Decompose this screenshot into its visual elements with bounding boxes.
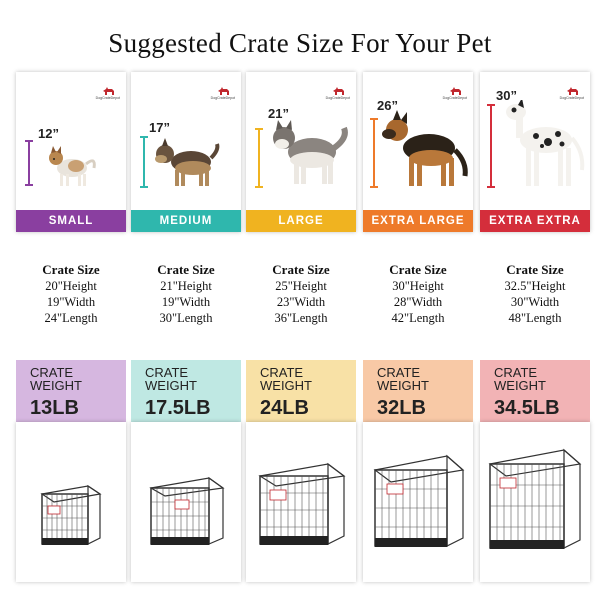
- dog-logo-icon: [445, 84, 467, 102]
- extra-large-dog-image: [382, 110, 468, 186]
- specs-extra-extra: Crate Size 32.5"Height 30"Width 48"Lengt…: [470, 262, 600, 326]
- crate-width: 28"Width: [393, 295, 443, 309]
- small-dog-image: [49, 146, 96, 186]
- specs-extra-large: Crate Size 30"Height 28"Width 42"Length: [353, 262, 483, 326]
- size-band-small: SMALL: [16, 210, 126, 232]
- brand-text: DogCrateDepot: [442, 96, 467, 100]
- height-ruler: [140, 136, 148, 188]
- crate-card-large: [246, 422, 356, 582]
- weight-label-line2: WEIGHT: [260, 378, 312, 393]
- crate-width: 30"Width: [510, 295, 560, 309]
- weight-value: 13LB: [30, 397, 79, 419]
- weight-box-extra-large: CRATE WEIGHT 32LB: [363, 360, 473, 422]
- crate-height: 30"Height: [392, 279, 444, 293]
- crate-height: 25"Height: [275, 279, 327, 293]
- dog-height-label: 26”: [377, 98, 398, 113]
- dog-logo-icon: [98, 84, 120, 102]
- extra-extra-dog-image: [506, 100, 585, 186]
- crate-image: [258, 462, 346, 545]
- weight-box-large: CRATE WEIGHT 24LB: [246, 360, 356, 422]
- crate-size-heading: Crate Size: [506, 262, 564, 277]
- weight-label-line1: CRATE: [377, 365, 421, 380]
- dog-height-label: 30”: [496, 88, 517, 103]
- crate-length: 48"Length: [508, 311, 562, 325]
- crate-size-heading: Crate Size: [272, 262, 330, 277]
- size-band-medium: MEDIUM: [131, 210, 241, 232]
- dog-height-label: 17”: [149, 120, 170, 135]
- dog-card-extra-large: DogCrateDepot 26” EXTRA LARGE: [363, 72, 473, 232]
- size-band-large: LARGE: [246, 210, 356, 232]
- crate-length: 30"Length: [159, 311, 213, 325]
- crate-size-heading: Crate Size: [42, 262, 100, 277]
- weight-label-line2: WEIGHT: [145, 378, 197, 393]
- dog-height-label: 12”: [38, 126, 59, 141]
- weight-box-medium: CRATE WEIGHT 17.5LB: [131, 360, 241, 422]
- weight-box-small: CRATE WEIGHT 13LB: [16, 360, 126, 422]
- weight-value: 34.5LB: [494, 397, 560, 419]
- weight-label-line2: WEIGHT: [377, 378, 429, 393]
- crate-length: 24"Length: [44, 311, 98, 325]
- brand-text: DogCrateDepot: [210, 96, 235, 100]
- crate-length: 36"Length: [274, 311, 328, 325]
- dog-card-large: DogCrateDepot 21” LARGE: [246, 72, 356, 232]
- weight-label: CRATE WEIGHT: [145, 366, 197, 392]
- crate-card-medium: [131, 422, 241, 582]
- dog-logo-icon: [562, 84, 584, 102]
- crate-image: [40, 484, 102, 545]
- weight-label: CRATE WEIGHT: [494, 366, 546, 392]
- weight-label-line1: CRATE: [145, 365, 189, 380]
- crate-width: 19"Width: [46, 295, 96, 309]
- crate-card-extra-large: [363, 422, 473, 582]
- page-title: Suggested Crate Size For Your Pet: [108, 28, 492, 58]
- weight-value: 24LB: [260, 397, 309, 419]
- weight-value: 32LB: [377, 397, 426, 419]
- weight-label-line1: CRATE: [494, 365, 538, 380]
- weight-label-line2: WEIGHT: [494, 378, 546, 393]
- crate-card-small: [16, 422, 126, 582]
- brand-text: DogCrateDepot: [95, 96, 120, 100]
- dog-logo-icon: [328, 84, 350, 102]
- weight-label: CRATE WEIGHT: [30, 366, 82, 392]
- brand-text: DogCrateDepot: [559, 96, 584, 100]
- weight-value: 17.5LB: [145, 397, 211, 419]
- dog-logo-icon: [213, 84, 235, 102]
- crate-card-extra-extra: [480, 422, 590, 582]
- medium-dog-image: [155, 138, 220, 186]
- dog-card-medium: DogCrateDepot 17” MEDIUM: [131, 72, 241, 232]
- weight-box-extra-extra: CRATE WEIGHT 34.5LB: [480, 360, 590, 422]
- specs-small: Crate Size 20"Height 19"Width 24"Length: [6, 262, 136, 326]
- brand-text: DogCrateDepot: [325, 96, 350, 100]
- crate-image: [488, 448, 582, 549]
- crate-image: [149, 476, 225, 545]
- crate-image: [373, 454, 465, 547]
- size-band-extra-extra: EXTRA EXTRA: [480, 210, 590, 232]
- dog-card-extra-extra: DogCrateDepot 30” EXTRA EXTRA: [480, 72, 590, 232]
- dog-height-label: 21”: [268, 106, 289, 121]
- height-ruler: [255, 128, 263, 188]
- crate-height: 21"Height: [160, 279, 212, 293]
- weight-label-line1: CRATE: [260, 365, 304, 380]
- crate-size-heading: Crate Size: [157, 262, 215, 277]
- crate-height: 32.5"Height: [504, 279, 566, 293]
- crate-width: 23"Width: [276, 295, 326, 309]
- large-dog-image: [273, 120, 348, 184]
- crate-height: 20"Height: [45, 279, 97, 293]
- specs-medium: Crate Size 21"Height 19"Width 30"Length: [121, 262, 251, 326]
- specs-large: Crate Size 25"Height 23"Width 36"Length: [236, 262, 366, 326]
- crate-width: 19"Width: [161, 295, 211, 309]
- height-ruler: [487, 104, 495, 188]
- weight-label-line2: WEIGHT: [30, 378, 82, 393]
- weight-label-line1: CRATE: [30, 365, 74, 380]
- weight-label: CRATE WEIGHT: [377, 366, 429, 392]
- weight-label: CRATE WEIGHT: [260, 366, 312, 392]
- dog-card-small: DogCrateDepot 12” SMALL: [16, 72, 126, 232]
- height-ruler: [25, 140, 33, 186]
- size-band-extra-large: EXTRA LARGE: [363, 210, 473, 232]
- crate-length: 42"Length: [391, 311, 445, 325]
- crate-size-heading: Crate Size: [389, 262, 447, 277]
- height-ruler: [370, 118, 378, 188]
